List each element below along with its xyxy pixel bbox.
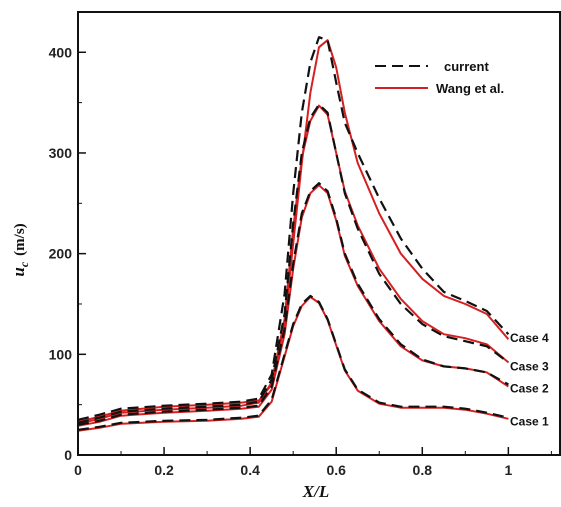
y-axis-title: u: [9, 267, 28, 276]
y-tick-label: 400: [49, 44, 73, 60]
case-label: Case 1: [510, 415, 549, 429]
y-tick-label: 100: [49, 346, 73, 362]
series-line-case-2-current: [77, 182, 509, 426]
y-tick-label: 300: [49, 145, 73, 161]
series-line-case-4-current: [77, 36, 510, 421]
legend-label: Wang et al.: [436, 81, 504, 96]
case-labels: Case 4 Case 3 Case 2 Case 1: [510, 331, 549, 429]
series-line-case-1-current: [77, 294, 509, 431]
y-axis-title-group: uc (m/s): [9, 223, 31, 276]
legend: current Wang et al.: [375, 59, 504, 96]
case-label: Case 2: [510, 382, 549, 396]
x-axis-title: X/L: [302, 482, 329, 501]
case-label: Case 3: [510, 359, 549, 373]
x-tick-label: 0.2: [154, 462, 174, 478]
y-axis-title-subscript: c: [17, 261, 31, 267]
x-tick-label: 0.4: [240, 462, 260, 478]
series-line-case-3-current: [77, 103, 510, 424]
x-tick-label: 0: [74, 462, 82, 478]
series-group: [77, 36, 510, 432]
x-tick-label: 1: [504, 462, 512, 478]
x-tick-label: 0.6: [326, 462, 346, 478]
legend-label: current: [444, 59, 489, 74]
case-label: Case 4: [510, 331, 549, 345]
y-axis-unit: (m/s): [12, 223, 28, 256]
plot-frame: [77, 11, 561, 456]
svg-text:uc(m/s): uc (m/s): [9, 223, 31, 276]
y-tick-label: 0: [64, 447, 72, 463]
x-tick-label: 0.8: [413, 462, 433, 478]
y-tick-label: 200: [49, 246, 73, 262]
